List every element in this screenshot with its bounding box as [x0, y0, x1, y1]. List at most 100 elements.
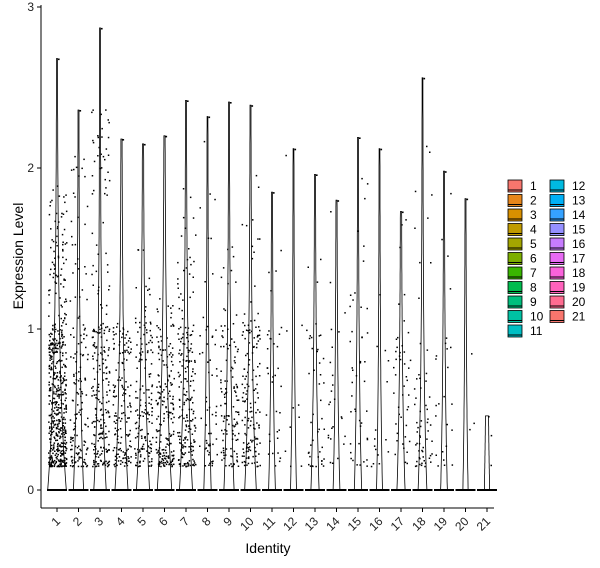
cell-point	[443, 459, 445, 461]
violin-shape	[376, 148, 383, 491]
cell-point	[99, 401, 101, 403]
cell-point	[232, 406, 235, 408]
cell-point	[190, 380, 192, 382]
violin-4	[111, 138, 132, 491]
cell-point	[139, 321, 141, 324]
legend-label: 18	[572, 266, 586, 280]
cell-point	[183, 269, 185, 272]
cell-point	[113, 420, 116, 423]
cell-point	[64, 317, 66, 319]
cell-point	[62, 391, 64, 393]
cell-point	[127, 330, 129, 333]
violin-16	[369, 148, 390, 491]
cell-point	[139, 414, 142, 417]
legend-item-13: 13	[549, 194, 586, 208]
cell-point	[106, 377, 108, 380]
cell-point	[99, 454, 101, 456]
cell-point	[49, 205, 51, 207]
cell-point	[329, 461, 332, 464]
y-tick-label: 1	[27, 322, 34, 336]
cell-point	[447, 366, 449, 369]
cell-point	[102, 413, 105, 416]
cell-point	[163, 413, 165, 415]
cell-point	[83, 338, 85, 340]
cell-point	[292, 407, 294, 409]
legend-label: 19	[572, 281, 586, 295]
cell-point	[126, 359, 128, 361]
cell-point	[93, 394, 96, 396]
x-tick-label: 19	[431, 514, 451, 534]
cell-point	[49, 414, 51, 417]
cell-point	[309, 465, 312, 467]
cell-point	[60, 331, 63, 333]
cell-point	[141, 445, 144, 448]
cell-point	[102, 464, 104, 466]
cell-point	[79, 409, 81, 411]
cell-point	[100, 167, 103, 169]
cell-point	[206, 442, 208, 444]
cell-point	[48, 381, 50, 384]
cell-point	[64, 436, 66, 439]
cell-point	[155, 436, 158, 439]
cell-point	[79, 296, 81, 298]
cell-point	[65, 366, 67, 368]
cell-point	[57, 255, 60, 258]
cell-point	[55, 328, 57, 331]
cell-point	[254, 428, 256, 430]
cell-point	[78, 315, 81, 318]
cell-point	[151, 458, 153, 460]
cell-point	[241, 383, 244, 386]
cell-point	[100, 408, 103, 411]
cell-point	[259, 464, 261, 467]
cell-point	[161, 449, 164, 451]
cell-point	[228, 423, 230, 426]
cell-point	[331, 346, 333, 348]
cell-point	[60, 460, 62, 462]
cell-point	[278, 333, 281, 335]
cell-point	[150, 450, 152, 453]
cell-point	[159, 348, 162, 351]
cell-point	[181, 414, 183, 417]
cell-point	[65, 393, 67, 395]
cell-point	[137, 414, 139, 416]
cell-point	[124, 337, 126, 339]
cell-point	[192, 291, 194, 293]
cell-point	[51, 199, 53, 202]
cell-point	[143, 448, 145, 450]
cell-point	[99, 328, 101, 331]
cell-point	[55, 461, 57, 464]
cell-point	[220, 379, 222, 381]
cell-point	[51, 428, 53, 430]
cell-point	[59, 420, 61, 422]
cell-point	[224, 380, 226, 382]
cell-point	[189, 334, 192, 337]
cell-point	[356, 464, 358, 466]
cell-point	[54, 281, 56, 283]
cell-point	[94, 420, 96, 423]
cell-point	[167, 416, 170, 419]
cell-point	[310, 421, 312, 424]
cell-point	[256, 437, 258, 440]
cell-point	[419, 377, 421, 380]
cell-point	[158, 465, 160, 467]
cell-point	[85, 463, 87, 465]
cell-point	[256, 422, 258, 424]
cell-point	[62, 352, 64, 354]
cell-point	[186, 331, 188, 334]
cell-point	[187, 398, 189, 401]
cell-point	[181, 309, 183, 312]
cell-point	[224, 429, 226, 431]
y-tick-label: 2	[27, 161, 34, 175]
cell-point	[100, 346, 103, 349]
cell-point	[151, 414, 153, 417]
cell-point	[70, 448, 72, 451]
cell-point	[106, 366, 108, 368]
cell-point	[86, 449, 88, 451]
cell-point	[55, 456, 57, 459]
cell-point	[73, 382, 75, 384]
legend-label: 9	[530, 295, 537, 309]
cell-point	[395, 350, 397, 353]
cell-point	[257, 238, 259, 240]
violin-8	[197, 116, 218, 491]
